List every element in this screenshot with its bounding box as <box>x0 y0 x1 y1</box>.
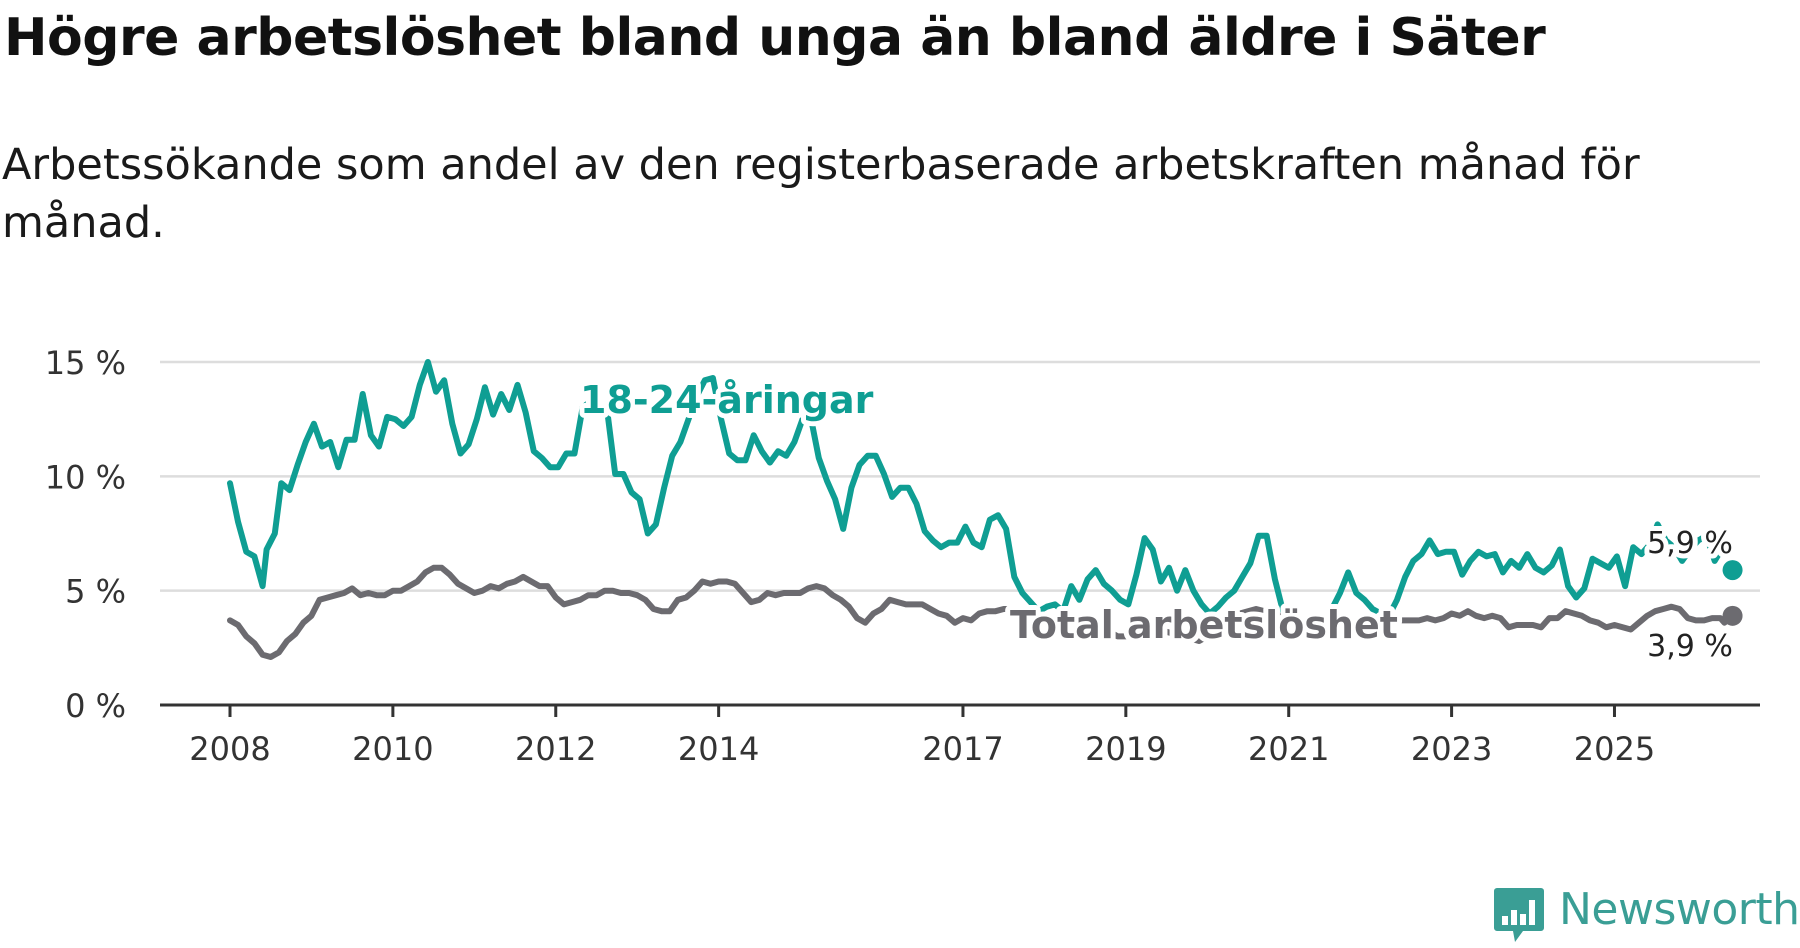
chart-title: Högre arbetslöshet bland unga än bland ä… <box>4 8 1546 68</box>
total-end-dot <box>1722 605 1743 626</box>
youth-end-dot <box>1722 560 1743 581</box>
youth-series-label-halo: 18-24-åringar <box>580 378 874 422</box>
youth-end-value-label: 5,9 % <box>1647 526 1733 561</box>
total-series-line <box>227 564 1736 660</box>
series-lines <box>227 359 1743 660</box>
x-tick-label: 2017 <box>922 730 1003 768</box>
brand-name: Newsworthy <box>1559 884 1800 935</box>
x-tick-label: 2021 <box>1248 730 1329 768</box>
x-axis-ticks: 2008 2010 2012 2014 2017 2019 2021 2023 2025 <box>189 705 1655 768</box>
x-tick-label: 2008 <box>189 730 270 768</box>
youth-end-value-label-halo: 5,9 % <box>1647 526 1733 561</box>
y-tick-label: 10 % <box>45 458 126 496</box>
y-tick-label: 15 % <box>45 344 126 382</box>
total-series-label-halo: Total arbetslöshet <box>1010 603 1398 647</box>
x-tick-label: 2014 <box>678 730 759 768</box>
brand-logo: Newsworthy <box>1493 880 1800 948</box>
chart-subtitle: Arbetssökande som andel av den registerb… <box>2 140 1640 248</box>
x-tick-label: 2023 <box>1411 730 1492 768</box>
x-tick-label: 2025 <box>1574 730 1655 768</box>
total-end-value-label: 3,9 % <box>1647 629 1733 664</box>
total-series-label: Total arbetslöshet <box>1010 603 1398 647</box>
x-tick-label: 2010 <box>352 730 433 768</box>
x-tick-label: 2019 <box>1085 730 1166 768</box>
total-end-value-label-halo: 3,9 % <box>1647 629 1733 664</box>
youth-series-label: 18-24-åringar <box>580 378 874 422</box>
y-axis-ticks: 0 % 5 % 10 % 15 % <box>45 344 126 725</box>
y-tick-label: 5 % <box>65 573 126 611</box>
youth-series-line <box>227 359 1726 640</box>
bar-chart-speech-icon <box>1494 888 1544 942</box>
grid-lines <box>160 360 1760 592</box>
y-tick-label: 0 % <box>65 687 126 725</box>
x-tick-label: 2012 <box>515 730 596 768</box>
